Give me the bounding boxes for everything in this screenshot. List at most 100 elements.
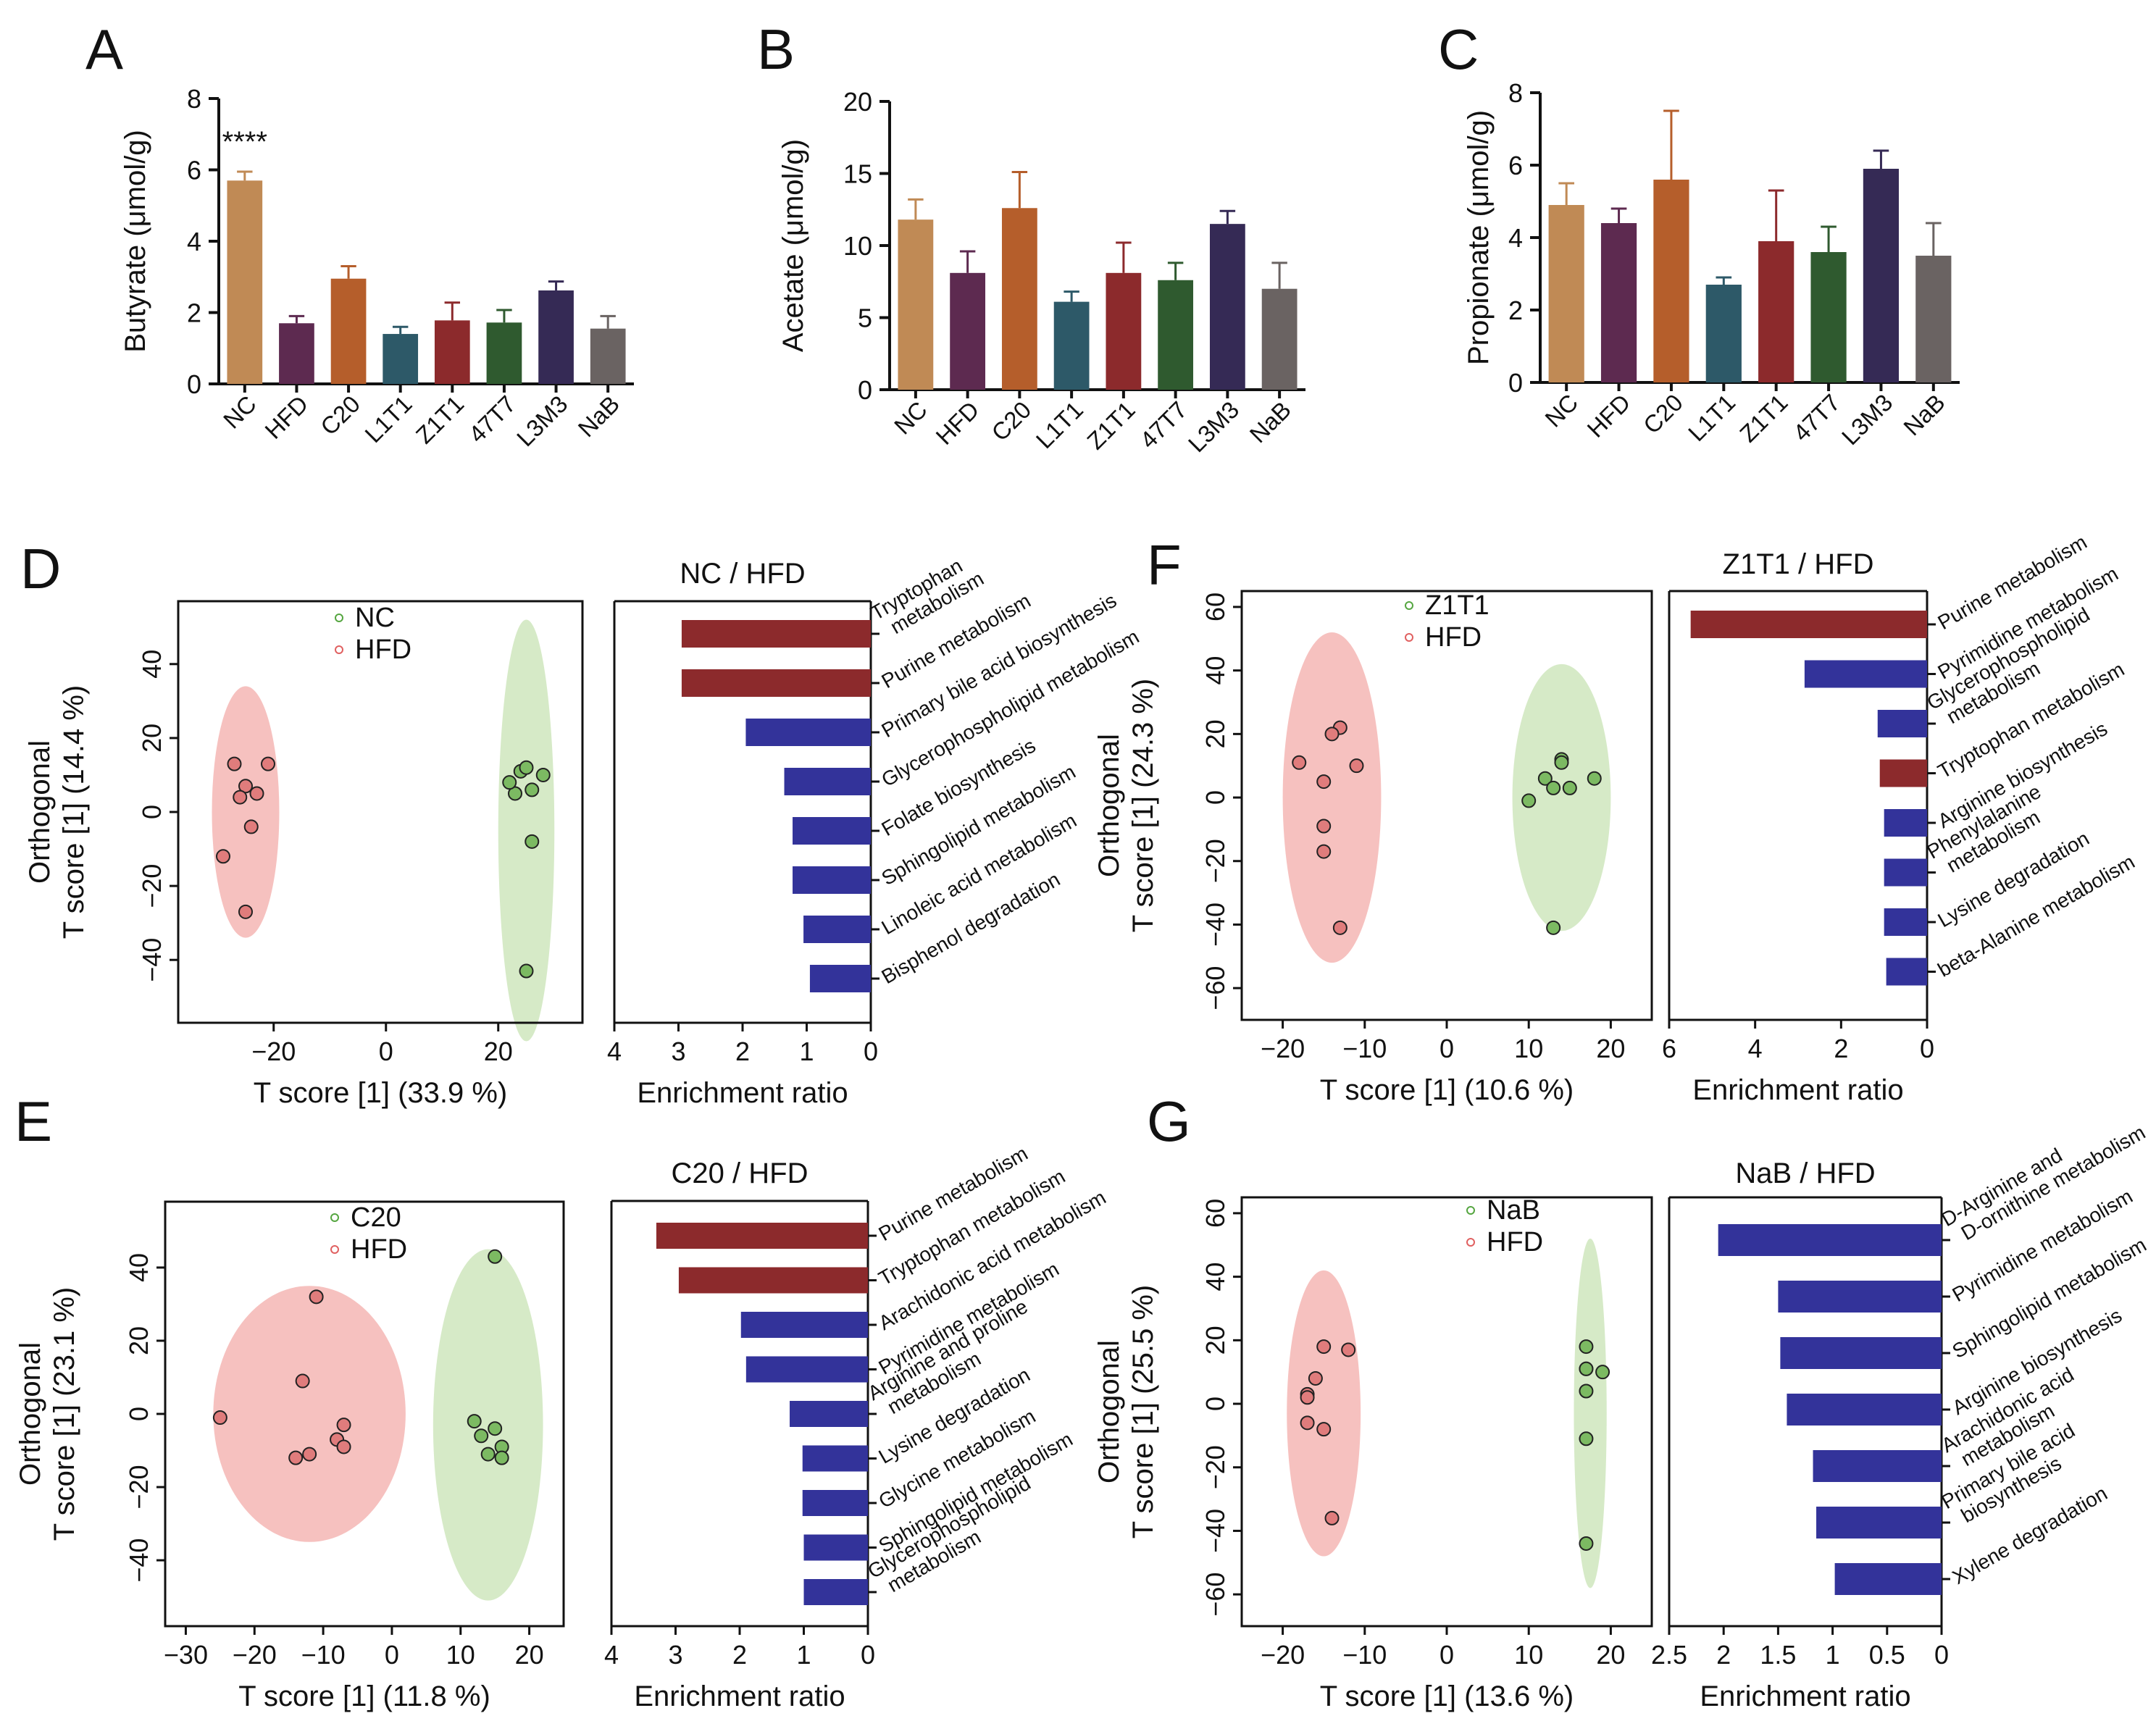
enrichment-bar [681,669,871,697]
enrichment-bar [1884,809,1927,837]
data-point-HFD [261,756,275,771]
x-tick-label: −10 [1342,1034,1387,1063]
bar-NC [227,180,263,384]
y-tick-label: 6 [1508,151,1523,180]
x-tick-label: 0 [379,1037,393,1066]
data-point-NaB [1595,1365,1610,1380]
x-tick-label: 20 [1596,1034,1625,1063]
data-point-NaB [1579,1431,1594,1447]
y-tick-label: 0 [124,1407,154,1421]
x-tick-label: 47T7 [1135,396,1192,453]
x-tick-label: 0 [1920,1034,1934,1063]
y-tick-label: −60 [1200,966,1230,1010]
bar-L3M3 [538,290,574,384]
y-axis-title: Orthogonal [1093,1340,1125,1483]
data-point-HFD [1292,755,1307,770]
enrichment-bar [1834,1563,1942,1595]
confidence-ellipse-NC [498,619,555,1042]
y-tick-label: 6 [187,156,201,185]
bar-L1T1 [1705,285,1742,382]
legend-marker-C20 [330,1213,339,1222]
x-axis-title: T score [1] (13.6 %) [1320,1680,1574,1712]
confidence-ellipse-HFD [1282,632,1382,963]
data-point-HFD [227,756,242,771]
chart-title: NaB / HFD [1735,1157,1875,1189]
x-tick-label: 0 [1934,1640,1949,1670]
data-point-HFD [1316,844,1332,859]
bar-NaB [1261,288,1298,390]
x-tick-label: 2 [1716,1640,1731,1670]
legend-label-HFD: HFD [351,1234,407,1265]
enrichment-bar [681,620,871,648]
data-point-HFD [336,1439,351,1454]
x-tick-label: L3M3 [1183,396,1245,458]
bar-HFD [279,323,314,384]
confidence-ellipse-Z1T1 [1512,663,1611,932]
y-tick-label: −20 [1200,839,1230,883]
y-tick-label: −40 [1200,1509,1230,1553]
x-tick-label: HFD [1582,389,1635,443]
data-point-HFD [295,1373,310,1389]
bar-HFD [1600,223,1637,382]
x-tick-label: 20 [515,1640,544,1670]
x-tick-label: HFD [259,390,313,444]
bar-L1T1 [383,334,419,384]
legend-marker-HFD [1405,633,1413,642]
data-point-HFD [336,1418,351,1433]
data-point-NaB [1579,1383,1594,1399]
y-tick-label: 5 [858,303,872,333]
data-point-HFD [1316,1339,1332,1355]
data-point-Z1T1 [1546,780,1561,795]
y-tick-label: 8 [187,84,201,114]
x-tick-label: 47T7 [464,390,521,448]
enrichment-bar [1780,1337,1942,1369]
chart-title: Z1T1 / HFD [1723,548,1874,580]
bar-Z1T1 [1758,241,1794,382]
data-point-HFD [216,849,230,864]
legend-marker-NC [335,614,343,622]
y-tick-label: −40 [137,938,167,982]
enrichment-bar [793,866,871,894]
panel-label: A [85,17,123,81]
x-tick-label: 20 [1596,1640,1625,1670]
data-point-NaB [1579,1339,1594,1355]
x-tick-label: 0.5 [1869,1640,1905,1670]
y-tick-label: 60 [1200,1199,1230,1228]
data-point-Z1T1 [1562,780,1577,795]
x-tick-label: NC [889,396,932,440]
y-axis-title: Acetate (μmol/g) [777,139,809,352]
legend-label-HFD: HFD [1487,1227,1543,1257]
enrichment-bar [790,1401,868,1427]
enrichment-bar [656,1223,868,1249]
data-point-C20 [494,1450,509,1465]
y-tick-label: −40 [1200,903,1230,947]
panel-label: C [1438,17,1479,81]
x-tick-label: 0 [861,1640,875,1670]
x-tick-label: 0 [1440,1640,1454,1670]
x-tick-label: 2 [1834,1034,1848,1063]
data-point-Z1T1 [1587,771,1602,786]
data-point-NC [525,782,540,797]
legend-marker-HFD [330,1245,339,1254]
x-tick-label: 10 [446,1640,475,1670]
y-tick-label: 0 [858,375,872,405]
panel-label: F [1147,533,1182,597]
x-tick-label: 2.5 [1651,1640,1687,1670]
legend-label-NC: NC [355,603,395,633]
enrichment-bar [1886,958,1927,986]
y-tick-label: 20 [1200,1326,1230,1355]
enrichment-bar [740,1312,868,1338]
enrichment-bar [1879,759,1927,787]
y-tick-label: −40 [124,1538,154,1583]
enrichment-bar [745,1356,868,1383]
x-tick-label: C20 [315,390,365,440]
enrichment-bar [1787,1394,1942,1426]
y-tick-label: 0 [1508,368,1523,398]
x-axis-title: T score [1] (33.9 %) [254,1077,508,1109]
data-point-HFD [309,1289,324,1305]
x-tick-label: L3M3 [1837,389,1898,451]
x-tick-label: C20 [1638,389,1688,439]
chart-title: NC / HFD [680,558,805,590]
